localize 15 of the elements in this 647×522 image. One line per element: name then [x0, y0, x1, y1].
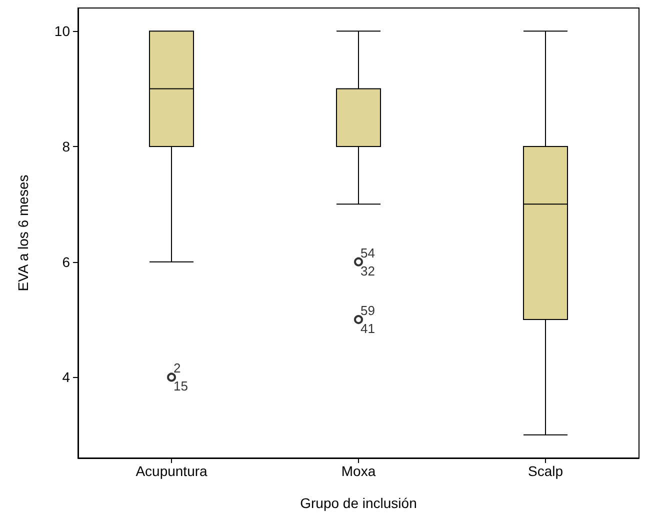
annotation: 41 [360, 321, 375, 336]
annotation: 2 [174, 360, 181, 376]
x-tick-label: Scalp [528, 463, 564, 479]
x-axis-title: Grupo de inclusión [300, 495, 417, 511]
y-axis-title: EVA a los 6 meses [15, 174, 31, 292]
annotation: 54 [360, 245, 375, 260]
x-tick-label: Moxa [341, 463, 376, 479]
x-tick-label: Acupuntura [136, 463, 208, 479]
annotation: 32 [360, 263, 375, 278]
annotation: 59 [360, 303, 375, 318]
y-tick-label: 8 [62, 138, 70, 154]
annotation: 15 [174, 378, 188, 394]
y-tick-label: 6 [62, 254, 70, 270]
y-tick-label: 4 [62, 369, 70, 386]
y-tick-label: 10 [54, 23, 70, 40]
